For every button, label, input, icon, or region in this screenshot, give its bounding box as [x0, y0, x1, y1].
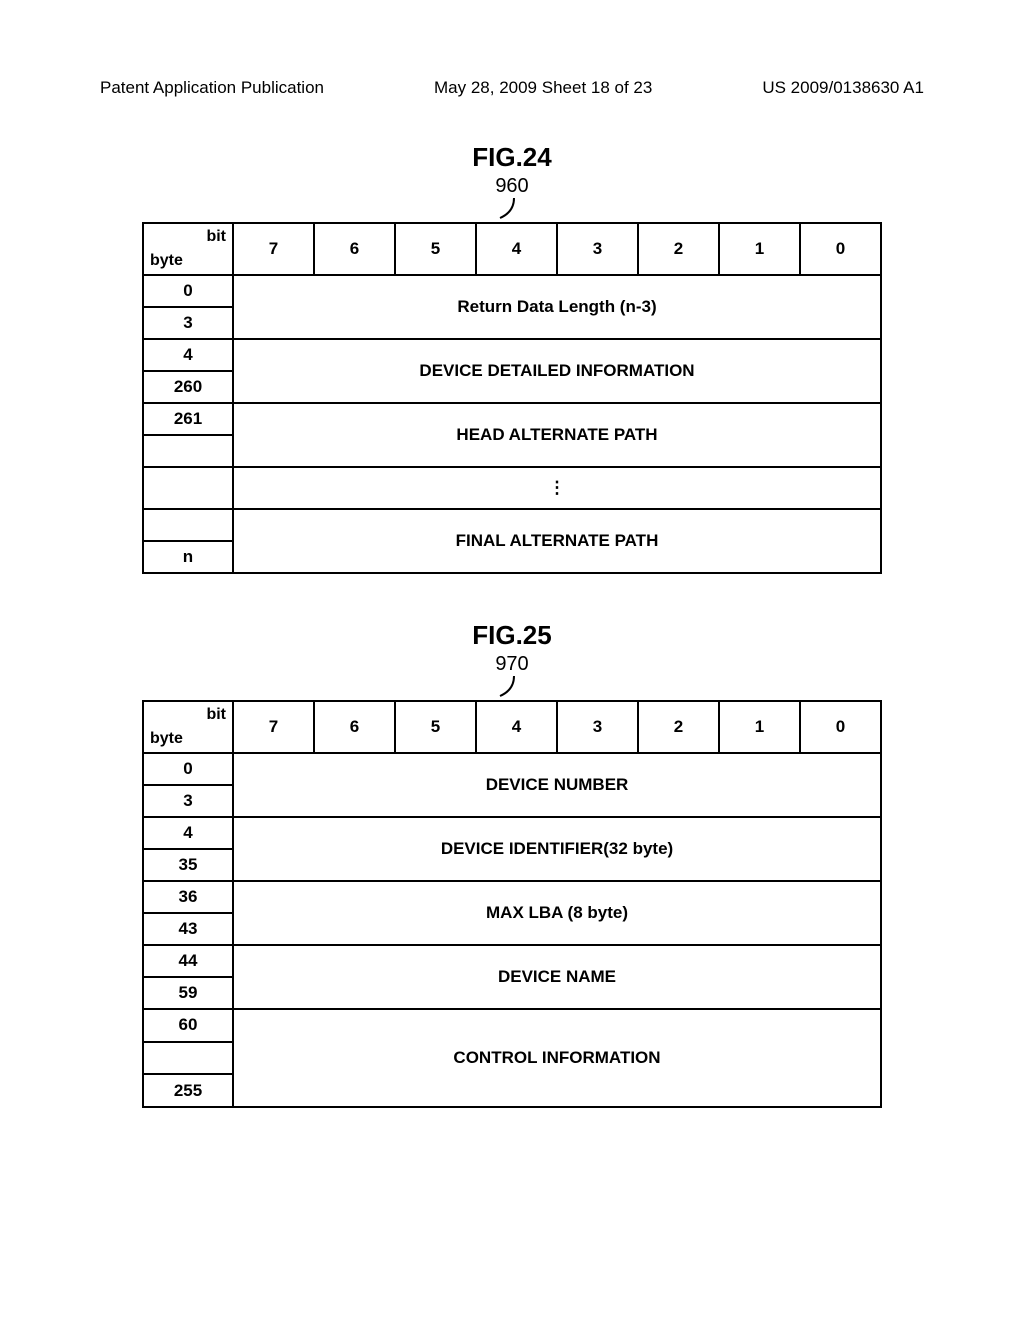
field-label: DEVICE NAME: [233, 945, 881, 1009]
table-row: 4 DEVICE DETAILED INFORMATION: [143, 339, 881, 371]
byte-cell: n: [143, 541, 233, 573]
fig25-ref: 970: [0, 653, 1024, 676]
bit-col-header: 6: [314, 701, 395, 753]
byte-cell: 3: [143, 307, 233, 339]
bit-col-header: 5: [395, 223, 476, 275]
field-label: HEAD ALTERNATE PATH: [233, 403, 881, 467]
byte-cell: 261: [143, 403, 233, 435]
byte-cell: [143, 1042, 233, 1075]
byte-cell: 260: [143, 371, 233, 403]
byte-cell: 4: [143, 817, 233, 849]
corner-cell: bit byte: [143, 223, 233, 275]
fig25-table: bit byte 7 6 5 4 3 2 1 0 0 DEVICE NUMBER: [142, 700, 882, 1108]
field-label: ⋮: [233, 467, 881, 509]
bit-col-header: 2: [638, 701, 719, 753]
byte-cell: 35: [143, 849, 233, 881]
field-label: DEVICE DETAILED INFORMATION: [233, 339, 881, 403]
fig25-title: FIG.25: [0, 620, 1024, 651]
byte-cell: 4: [143, 339, 233, 371]
fig24-ref: 960: [0, 175, 1024, 198]
byte-cell: [143, 467, 233, 509]
byte-cell: [143, 509, 233, 541]
bit-col-header: 1: [719, 701, 800, 753]
table-row: 0 DEVICE NUMBER: [143, 753, 881, 785]
bit-col-header: 7: [233, 223, 314, 275]
fig24-title: FIG.24: [0, 142, 1024, 173]
table-row: 60 CONTROL INFORMATION: [143, 1009, 881, 1042]
byte-cell: 0: [143, 275, 233, 307]
byte-cell: 60: [143, 1009, 233, 1042]
table-header-row: bit byte 7 6 5 4 3 2 1 0: [143, 701, 881, 753]
page-header: Patent Application Publication May 28, 2…: [100, 78, 924, 98]
byte-cell: 43: [143, 913, 233, 945]
header-center: May 28, 2009 Sheet 18 of 23: [434, 78, 652, 98]
bit-col-header: 4: [476, 701, 557, 753]
bit-col-header: 4: [476, 223, 557, 275]
fig24-ref-hook-icon: [0, 198, 1024, 220]
bit-col-header: 6: [314, 223, 395, 275]
bit-col-header: 1: [719, 223, 800, 275]
bit-col-header: 3: [557, 701, 638, 753]
patent-page: Patent Application Publication May 28, 2…: [0, 0, 1024, 1320]
corner-cell: bit byte: [143, 701, 233, 753]
byte-cell: 59: [143, 977, 233, 1009]
table-row: FINAL ALTERNATE PATH: [143, 509, 881, 541]
bit-col-header: 7: [233, 701, 314, 753]
bit-col-header: 0: [800, 223, 881, 275]
table-row: 36 MAX LBA (8 byte): [143, 881, 881, 913]
fig24-table: bit byte 7 6 5 4 3 2 1 0 0 Return Data L…: [142, 222, 882, 574]
bit-col-header: 3: [557, 223, 638, 275]
byte-cell: 36: [143, 881, 233, 913]
bit-col-header: 2: [638, 223, 719, 275]
field-label: FINAL ALTERNATE PATH: [233, 509, 881, 573]
bit-col-header: 0: [800, 701, 881, 753]
bit-col-header: 5: [395, 701, 476, 753]
corner-bit-label: bit: [206, 228, 226, 246]
field-label: DEVICE NUMBER: [233, 753, 881, 817]
corner-byte-label: byte: [150, 730, 183, 748]
figure-25: FIG.25 970 bit byte 7 6 5 4: [0, 620, 1024, 1108]
field-label: MAX LBA (8 byte): [233, 881, 881, 945]
corner-bit-label: bit: [206, 706, 226, 724]
byte-cell: 0: [143, 753, 233, 785]
byte-cell: 3: [143, 785, 233, 817]
byte-cell: 255: [143, 1074, 233, 1107]
table-row: 44 DEVICE NAME: [143, 945, 881, 977]
header-left: Patent Application Publication: [100, 78, 324, 98]
table-row: 261 HEAD ALTERNATE PATH: [143, 403, 881, 435]
table-row: 4 DEVICE IDENTIFIER(32 byte): [143, 817, 881, 849]
table-row: ⋮: [143, 467, 881, 509]
byte-cell: 44: [143, 945, 233, 977]
fig25-ref-hook-icon: [0, 676, 1024, 698]
field-label: Return Data Length (n-3): [233, 275, 881, 339]
table-header-row: bit byte 7 6 5 4 3 2 1 0: [143, 223, 881, 275]
byte-cell: [143, 435, 233, 467]
figure-24: FIG.24 960 bit byte 7 6 5 4: [0, 142, 1024, 574]
header-right: US 2009/0138630 A1: [762, 78, 924, 98]
field-label: CONTROL INFORMATION: [233, 1009, 881, 1107]
corner-byte-label: byte: [150, 252, 183, 270]
table-row: 0 Return Data Length (n-3): [143, 275, 881, 307]
field-label: DEVICE IDENTIFIER(32 byte): [233, 817, 881, 881]
